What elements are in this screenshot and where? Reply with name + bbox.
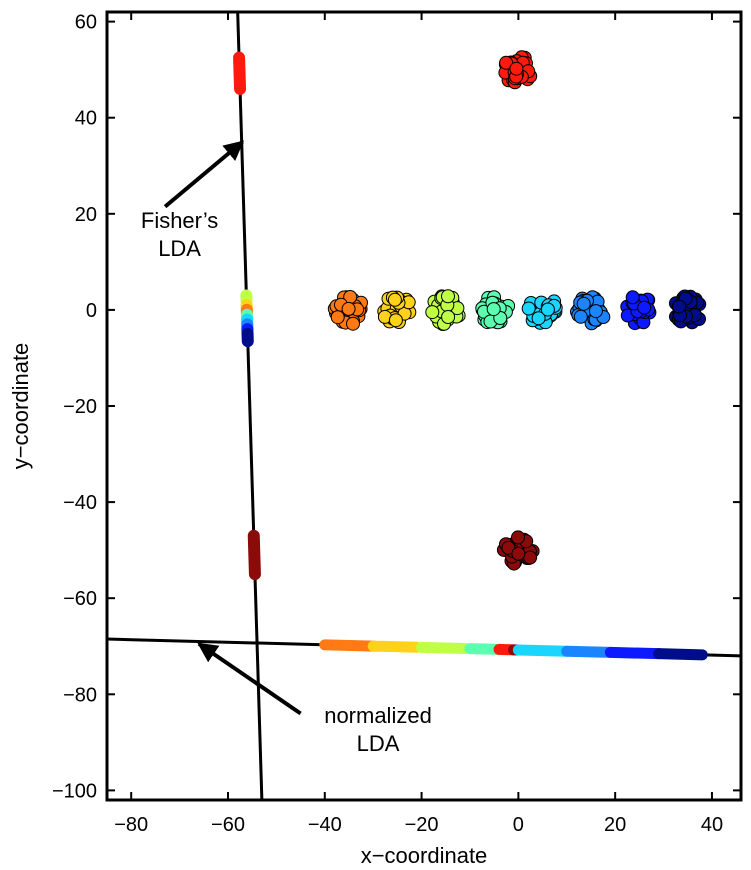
data-point xyxy=(486,302,501,317)
cluster-7 xyxy=(620,290,657,331)
data-point xyxy=(576,296,591,311)
normalized-projection-2 xyxy=(416,641,471,655)
data-point xyxy=(341,301,356,316)
cluster-4 xyxy=(475,290,516,330)
data-point xyxy=(346,316,360,331)
data-point xyxy=(521,301,536,316)
cluster-6 xyxy=(570,290,611,331)
x-tick-label: −20 xyxy=(405,814,439,836)
normalized-projection-1 xyxy=(367,640,423,653)
fisher-projection-9 xyxy=(247,529,261,581)
axes-frame xyxy=(105,10,743,802)
annotation-text: normalized xyxy=(324,703,432,728)
normalized-projection-0 xyxy=(319,639,379,652)
x-axis-label: x−coordinate xyxy=(361,843,488,868)
y-tick-label: −80 xyxy=(63,684,97,706)
normalized-projection-9 xyxy=(653,648,708,661)
x-tick-label: 40 xyxy=(701,814,723,836)
cluster-1 xyxy=(327,290,368,331)
data-point xyxy=(330,310,345,325)
data-point xyxy=(511,546,526,561)
cluster-2 xyxy=(377,290,417,329)
cluster-5 xyxy=(521,294,563,330)
annotation-text: LDA xyxy=(158,236,201,261)
ticks: −80 −60 −40 −20 0 20 40 −100 −80 −60 −40 −20 0 20 40 60 xyxy=(52,12,741,836)
y-tick-label: 40 xyxy=(75,108,97,130)
data-point xyxy=(588,304,603,319)
data-point xyxy=(540,302,555,317)
cluster-3 xyxy=(425,289,466,331)
data-point xyxy=(637,300,652,315)
y-tick-label: −20 xyxy=(63,396,97,418)
x-tick-label: −60 xyxy=(211,814,245,836)
x-tick-label: −80 xyxy=(114,814,148,836)
data-point xyxy=(441,310,456,324)
y-tick-label: −40 xyxy=(63,492,97,514)
data-point xyxy=(425,305,440,320)
y-tick-label: −100 xyxy=(52,780,97,802)
annotations: Fisher’s LDA normalized LDA xyxy=(141,140,432,756)
y-tick-label: −60 xyxy=(63,588,97,610)
data-point xyxy=(387,292,402,307)
cluster-8 xyxy=(668,289,707,330)
annotation-text: LDA xyxy=(357,731,400,756)
data-point xyxy=(531,311,546,326)
plot-area xyxy=(107,12,741,800)
data-point xyxy=(388,313,403,328)
projection-line-0 xyxy=(236,12,264,800)
y-axis-label: y−coordinate xyxy=(8,343,33,470)
y-tick-label: 60 xyxy=(75,12,97,34)
x-tick-label: −40 xyxy=(308,814,342,836)
cluster-9 xyxy=(496,530,540,571)
data-point xyxy=(523,550,538,565)
data-point xyxy=(511,530,525,545)
data-point xyxy=(509,61,524,76)
x-tick-label: 0 xyxy=(513,814,524,836)
data-point xyxy=(672,299,687,314)
y-tick-label: 20 xyxy=(75,204,97,226)
cluster-0 xyxy=(498,50,538,90)
data-point xyxy=(499,55,514,70)
normalized-projection-7 xyxy=(561,645,616,658)
data-point xyxy=(573,309,588,324)
annotation-arrow xyxy=(163,140,245,209)
normalized-projection-8 xyxy=(604,646,665,660)
normalized-projection-6 xyxy=(512,644,573,657)
y-tick-label: 0 xyxy=(86,300,97,322)
fisher-projection-0 xyxy=(233,51,247,95)
data-point xyxy=(441,289,455,304)
x-tick-label: 20 xyxy=(604,814,626,836)
data-point xyxy=(625,290,640,305)
annotation-text: Fisher’s xyxy=(141,208,218,233)
annotation-arrow xyxy=(197,642,302,716)
